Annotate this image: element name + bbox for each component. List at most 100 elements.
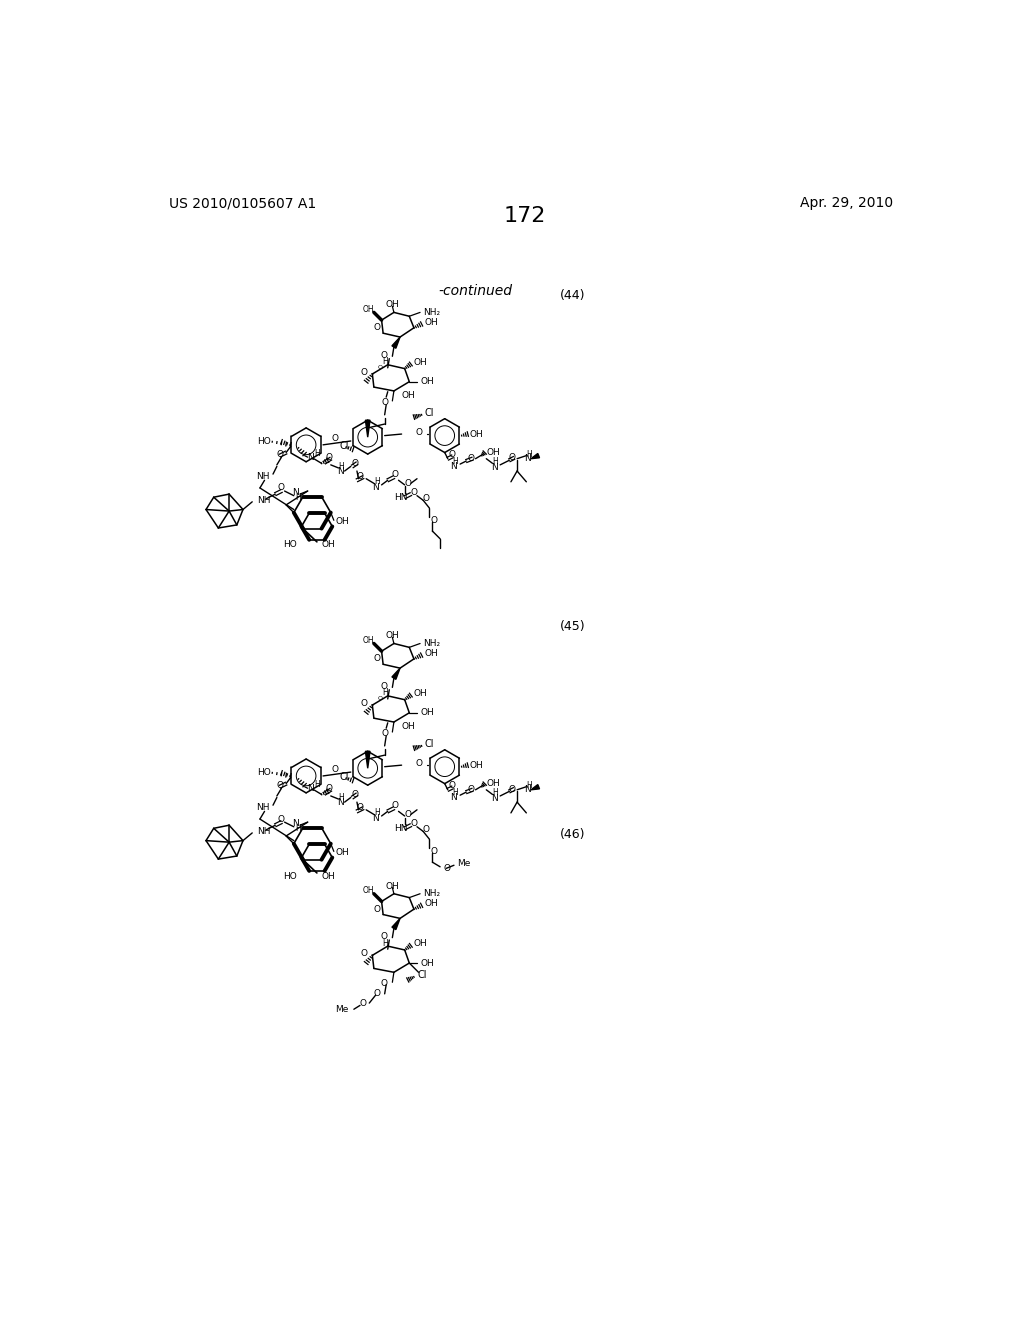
Text: OH: OH (362, 886, 374, 895)
Text: OH: OH (385, 882, 399, 891)
Text: Cl: Cl (425, 739, 434, 748)
Text: HO: HO (283, 540, 297, 549)
Text: O: O (381, 399, 388, 407)
Text: O: O (378, 366, 383, 371)
Text: H: H (296, 824, 301, 833)
Text: O: O (276, 780, 284, 789)
Text: O: O (331, 434, 338, 444)
Text: H: H (374, 808, 380, 817)
Text: O: O (423, 825, 430, 834)
Text: OH: OH (420, 378, 434, 387)
Text: O: O (509, 784, 516, 793)
Text: O: O (411, 488, 418, 498)
Text: O: O (381, 932, 388, 941)
Text: O: O (467, 785, 474, 795)
Text: O: O (381, 729, 388, 738)
Text: N: N (524, 454, 531, 463)
Text: H: H (374, 478, 380, 486)
Text: O: O (276, 450, 284, 458)
Text: OH: OH (401, 391, 416, 400)
Polygon shape (531, 454, 540, 459)
Text: OH: OH (414, 689, 428, 698)
Text: (45): (45) (560, 620, 586, 634)
Text: O: O (411, 820, 418, 828)
Text: H: H (296, 492, 301, 502)
Text: N: N (307, 453, 314, 462)
Text: O: O (416, 759, 423, 768)
Text: O: O (416, 428, 423, 437)
Text: O: O (449, 781, 456, 791)
Text: OH: OH (486, 779, 500, 788)
Text: H: H (493, 457, 499, 466)
Text: N: N (337, 799, 343, 808)
Text: O: O (381, 978, 388, 987)
Text: OH: OH (486, 447, 500, 457)
Text: O: O (359, 999, 367, 1008)
Text: -continued: -continued (438, 284, 513, 298)
Text: O: O (278, 814, 285, 824)
Text: NH: NH (257, 826, 270, 836)
Text: NH: NH (256, 473, 269, 480)
Text: OH: OH (322, 871, 335, 880)
Text: H: H (382, 358, 387, 366)
Text: H: H (493, 788, 499, 797)
Polygon shape (366, 751, 370, 768)
Text: N: N (372, 814, 379, 822)
Text: HO: HO (283, 871, 297, 880)
Text: N: N (292, 820, 299, 828)
Text: N: N (337, 467, 343, 477)
Text: OH: OH (385, 631, 399, 640)
Polygon shape (392, 337, 400, 348)
Text: Me: Me (335, 1005, 348, 1014)
Text: O: O (331, 766, 338, 775)
Text: N: N (490, 793, 498, 803)
Text: H: H (453, 788, 459, 796)
Text: N: N (451, 462, 458, 471)
Text: H: H (526, 450, 532, 458)
Text: O: O (352, 789, 358, 799)
Text: O: O (509, 454, 516, 462)
Text: NH: NH (257, 496, 270, 504)
Text: OH: OH (385, 300, 399, 309)
Text: HO: HO (257, 437, 270, 446)
Text: O: O (443, 863, 451, 873)
Text: H: H (314, 780, 319, 789)
Text: OH: OH (322, 540, 335, 549)
Text: Me: Me (457, 859, 470, 869)
Text: HN: HN (394, 492, 408, 502)
Text: OH: OH (425, 318, 438, 327)
Text: 172: 172 (504, 206, 546, 226)
Text: N: N (372, 483, 379, 491)
Text: NH₂: NH₂ (423, 639, 440, 648)
Text: O: O (467, 454, 474, 463)
Text: OH: OH (425, 899, 438, 908)
Text: H: H (453, 457, 459, 466)
Text: H: H (382, 688, 387, 697)
Text: N: N (524, 785, 531, 795)
Text: O: O (431, 516, 438, 525)
Text: Cl: Cl (340, 772, 349, 783)
Text: NH₂: NH₂ (423, 890, 440, 898)
Text: N: N (490, 463, 498, 471)
Text: O: O (381, 682, 388, 692)
Text: O: O (392, 801, 399, 810)
Text: O: O (404, 479, 412, 488)
Text: OH: OH (469, 429, 483, 438)
Text: H: H (526, 780, 532, 789)
Text: O: O (356, 803, 364, 812)
Text: OH: OH (414, 358, 428, 367)
Text: US 2010/0105607 A1: US 2010/0105607 A1 (169, 197, 316, 210)
Text: O: O (278, 483, 285, 492)
Text: (44): (44) (560, 289, 586, 302)
Text: O: O (326, 784, 333, 793)
Text: OH: OH (401, 722, 416, 731)
Text: O: O (404, 810, 412, 818)
Text: Cl: Cl (340, 441, 349, 451)
Text: H: H (339, 793, 344, 803)
Text: OH: OH (425, 649, 438, 657)
Text: OH: OH (420, 958, 434, 968)
Text: O: O (374, 323, 381, 333)
Text: OH: OH (414, 940, 428, 948)
Text: O: O (381, 351, 388, 360)
Text: N: N (292, 488, 299, 498)
